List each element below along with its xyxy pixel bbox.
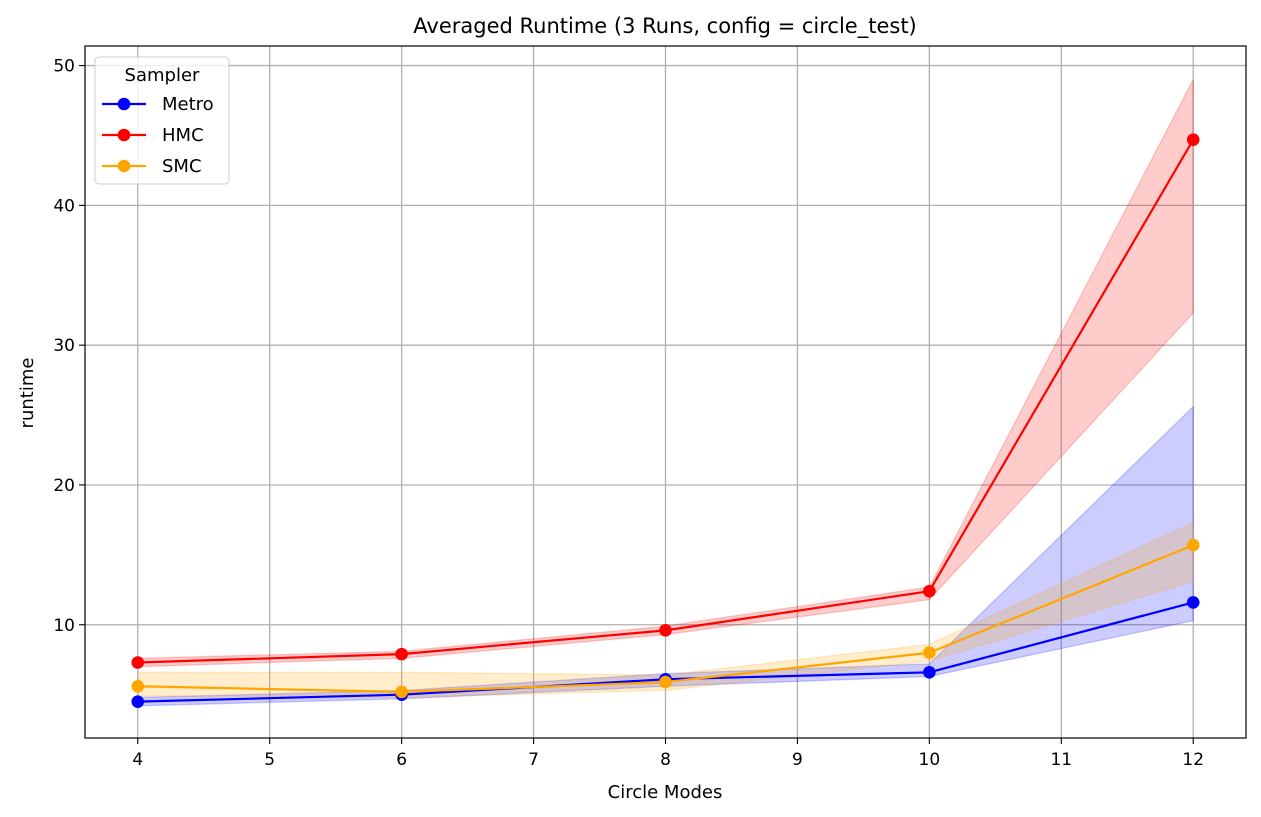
y-axis-label: runtime: [17, 358, 38, 429]
y-tick-label: 40: [53, 196, 75, 216]
hmc-data-point: [131, 656, 145, 669]
x-tick-label: 6: [396, 750, 407, 770]
x-tick-label: 8: [660, 750, 671, 770]
metro-data-point: [1186, 596, 1200, 609]
y-tick-label: 20: [53, 476, 75, 496]
series-markers: [131, 133, 1200, 708]
smc-legend-label: SMC: [162, 156, 202, 177]
smc-data-point: [659, 675, 672, 689]
metro-legend-marker: [117, 97, 131, 111]
hmc-data-point: [659, 624, 672, 637]
metro-data-point: [131, 695, 145, 708]
x-axis-label: Circle Modes: [608, 782, 723, 803]
x-tick-label: 9: [792, 750, 803, 770]
smc-data-point: [923, 646, 936, 660]
hmc-data-point: [1186, 133, 1200, 146]
hmc-data-point: [395, 647, 408, 661]
metro-data-point: [923, 665, 936, 679]
hmc-legend-marker: [117, 128, 131, 142]
x-tick-label: 11: [1050, 750, 1072, 770]
x-tick-label: 12: [1182, 750, 1204, 770]
smc-data-point: [395, 685, 408, 699]
x-tick-label: 10: [919, 750, 941, 770]
hmc-data-point: [923, 584, 936, 598]
x-tick-label: 7: [528, 750, 539, 770]
metro-confidence-band: [137, 405, 1194, 707]
smc-data-point: [131, 679, 145, 693]
y-tick-label: 50: [53, 57, 75, 77]
y-tick-label: 10: [53, 616, 75, 636]
smc-legend-marker: [117, 159, 131, 173]
legend-title: Sampler: [125, 65, 200, 86]
y-axis-ticks: 10 20 30 40 50: [53, 57, 85, 636]
legend-box: [94, 56, 230, 185]
metro-legend-label: Metro: [162, 94, 214, 115]
y-tick-label: 30: [53, 336, 75, 356]
hmc-confidence-band: [137, 79, 1194, 668]
grid: [85, 46, 1246, 738]
x-tick-label: 4: [132, 750, 143, 770]
smc-data-point: [1186, 538, 1200, 552]
legend: Sampler Metro HMC SMC: [94, 56, 230, 185]
hmc-legend-label: HMC: [162, 125, 204, 146]
x-axis-ticks: 4 5 6 7 8 9 10 11 12: [132, 738, 1204, 770]
x-tick-label: 5: [264, 750, 275, 770]
chart-title: Averaged Runtime (3 Runs, config = circl…: [413, 14, 917, 39]
legend-entries: Metro HMC SMC: [102, 94, 214, 177]
